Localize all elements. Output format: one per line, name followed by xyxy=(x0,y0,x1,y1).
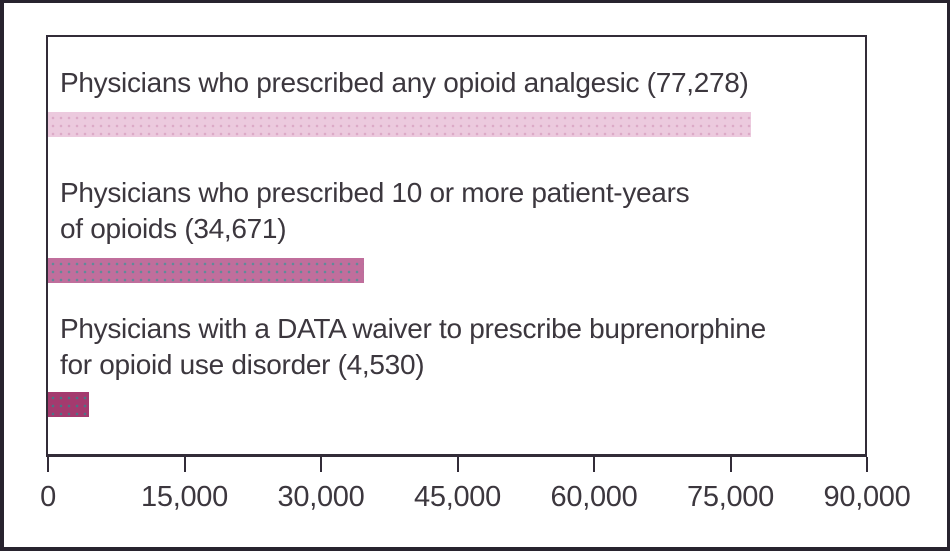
x-tick-label: 30,000 xyxy=(277,481,365,513)
x-tick-label: 75,000 xyxy=(687,481,774,513)
x-tick xyxy=(593,457,595,472)
x-tick xyxy=(866,457,868,472)
bar-label: Physicians with a DATA waiver to prescri… xyxy=(60,313,766,380)
x-tick xyxy=(729,457,732,472)
bar xyxy=(48,112,751,137)
x-tick-label: 15,000 xyxy=(141,481,228,513)
x-tick-label: 90,000 xyxy=(823,481,911,513)
plot-area xyxy=(46,35,867,457)
bar xyxy=(48,258,364,283)
bar-label: Physicians who prescribed 10 or more pat… xyxy=(60,177,690,244)
x-tick-label: 0 xyxy=(40,481,56,513)
bar xyxy=(48,392,89,417)
x-tick xyxy=(47,457,49,472)
x-tick-label: 45,000 xyxy=(414,481,501,513)
bar-label: Physicians who prescribed any opioid ana… xyxy=(60,67,749,98)
x-tick-label: 60,000 xyxy=(550,481,638,513)
x-tick xyxy=(183,457,186,472)
x-tick xyxy=(456,457,459,472)
x-tick xyxy=(320,457,322,472)
